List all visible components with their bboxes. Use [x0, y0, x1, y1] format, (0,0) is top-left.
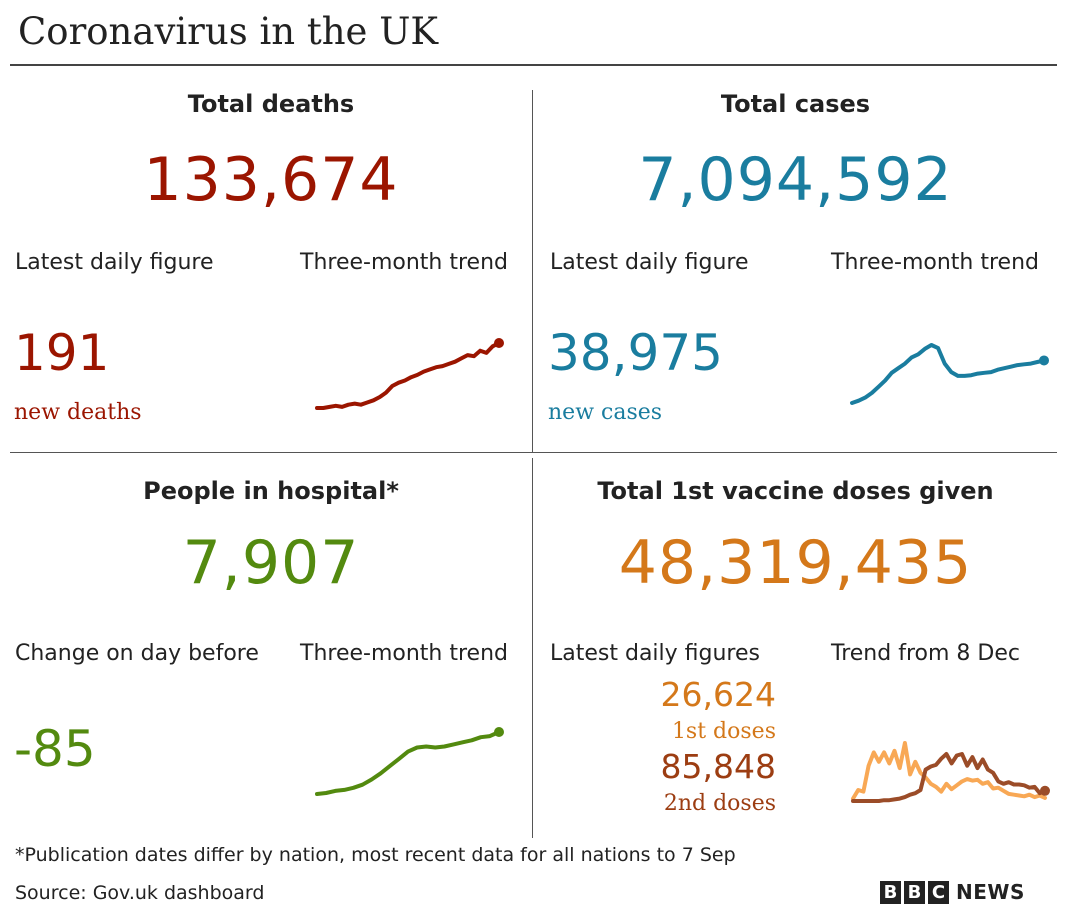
deaths-heading: Total deaths [187, 90, 355, 118]
first-doses-value: 26,624 [660, 675, 776, 714]
first-doses-trend-line [851, 741, 1047, 801]
hospital-change-label: Change on day before [15, 641, 259, 666]
second-doses-value: 85,848 [660, 747, 776, 786]
hospital-trend-line [315, 730, 501, 796]
hospital-change-value: -85 [14, 720, 96, 778]
vaccine-total: 48,319,435 [618, 528, 973, 598]
deaths-total: 133,674 [143, 145, 399, 215]
bbc-news-logo: B B C NEWS [880, 880, 1025, 904]
source-note: Source: Gov.uk dashboard [15, 882, 265, 904]
deaths-trend-end-point [494, 338, 504, 348]
horizontal-divider [10, 452, 1057, 453]
cases-total: 7,094,592 [638, 145, 953, 215]
deaths-daily-value: 191 [14, 324, 110, 382]
bbc-logo-news: NEWS [956, 880, 1025, 904]
bbc-logo-letter: B [904, 880, 925, 904]
cases-trend-chart [850, 343, 1049, 405]
vaccine-latest-label: Latest daily figures [550, 641, 760, 666]
vaccine-heading: Total 1st vaccine doses given [597, 477, 994, 505]
vertical-divider-bottom [532, 458, 533, 838]
vaccine-trend-chart [851, 741, 1050, 803]
cases-trend-label: Three-month trend [831, 250, 1039, 275]
bbc-logo-letter: C [928, 880, 949, 904]
cases-trend-end-point [1039, 355, 1049, 366]
hospital-heading: People in hospital* [143, 477, 399, 505]
second-doses-trend-end-point [1040, 785, 1050, 796]
title-divider [10, 64, 1057, 66]
footnote: *Publication dates differ by nation, mos… [15, 844, 736, 866]
cases-trend-line [850, 343, 1046, 405]
deaths-trend-chart [315, 338, 504, 410]
deaths-trend-label: Three-month trend [300, 250, 508, 275]
hospital-trend-chart [315, 727, 504, 796]
cases-heading: Total cases [720, 90, 871, 118]
deaths-latest-label: Latest daily figure [15, 250, 214, 275]
second-doses-caption: 2nd doses [663, 791, 776, 816]
cases-daily-caption: new cases [548, 400, 663, 425]
cases-latest-label: Latest daily figure [550, 250, 749, 275]
first-doses-caption: 1st doses [671, 719, 776, 744]
hospital-total: 7,907 [182, 528, 360, 598]
deaths-daily-caption: new deaths [14, 400, 142, 425]
deaths-trend-line [315, 341, 501, 410]
second-doses-trend-line [851, 752, 1047, 803]
hospital-trend-label: Three-month trend [300, 641, 508, 666]
vaccine-trend-label: Trend from 8 Dec [831, 641, 1020, 666]
cases-daily-value: 38,975 [548, 324, 723, 382]
hospital-trend-end-point [494, 727, 504, 737]
page-title: Coronavirus in the UK [18, 10, 439, 53]
bbc-logo-letter: B [880, 880, 901, 904]
vertical-divider-top [532, 90, 533, 452]
